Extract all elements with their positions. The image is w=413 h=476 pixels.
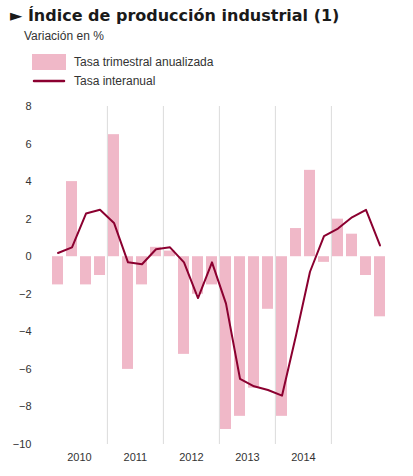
svg-text:6: 6	[25, 138, 31, 150]
svg-text:8: 8	[25, 100, 31, 112]
html-text:► Índice de producción industr: ► Índice de producción industrial (1)	[10, 6, 340, 25]
svg-text:0: 0	[25, 250, 31, 262]
svg-text:2: 2	[25, 213, 31, 225]
svg-text:2013: 2013	[235, 451, 259, 463]
svg-text:−2: −2	[19, 288, 32, 300]
svg-text:4: 4	[25, 175, 31, 187]
svg-text:−4: −4	[19, 325, 32, 337]
html-text:Tasa trimestral anualizada: Tasa trimestral anualizada	[74, 55, 214, 69]
html-text:Tasa interanual: Tasa interanual	[74, 74, 156, 88]
svg-text:2014: 2014	[291, 451, 315, 463]
svg-text:2011: 2011	[124, 451, 148, 463]
svg-text:−6: −6	[19, 363, 32, 375]
svg-text:−8: −8	[19, 400, 32, 412]
svg-text:−10: −10	[13, 438, 32, 450]
svg-text:2012: 2012	[179, 451, 203, 463]
html-text:Variación en %: Variación en %	[24, 29, 104, 43]
svg-text:2010: 2010	[67, 451, 91, 463]
